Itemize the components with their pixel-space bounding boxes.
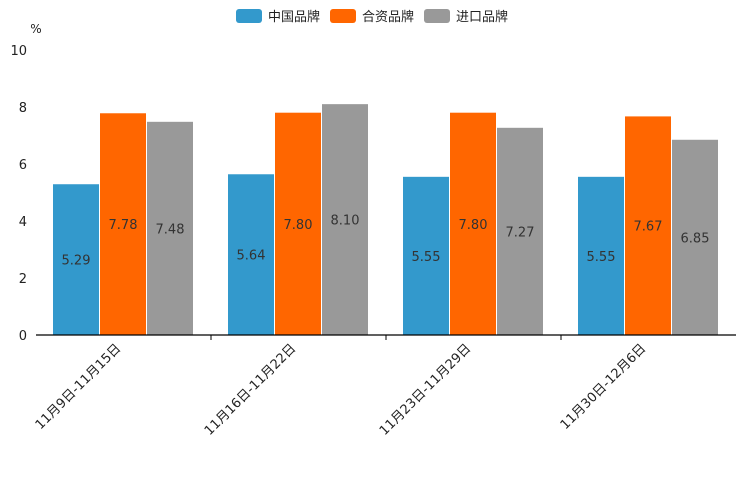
bar-value-label: 7.48 <box>156 222 185 237</box>
x-tick-label: 11月9日-11月15日 <box>33 341 125 433</box>
x-tick-label: 11月30日-12月6日 <box>558 341 650 433</box>
bar-value-label: 5.55 <box>587 250 616 265</box>
bar-value-label: 5.64 <box>237 249 266 264</box>
y-tick-label: 2 <box>19 272 27 287</box>
bar-value-label: 7.67 <box>634 220 663 235</box>
bar <box>53 184 99 335</box>
bar <box>403 176 449 335</box>
bar <box>672 139 718 335</box>
bar-value-label: 5.55 <box>412 250 441 265</box>
bar <box>450 112 496 335</box>
legend-item-import-brand[interactable]: 进口品牌 <box>424 6 508 25</box>
x-axis-ticks: 11月9日-11月15日 11月16日-11月22日 11月23日-11月29日 11… <box>33 335 650 439</box>
legend-label-joint-venture-brand: 合资品牌 <box>361 10 414 25</box>
legend-swatch-joint-venture-brand <box>329 8 356 23</box>
y-tick-label: 0 <box>19 329 27 344</box>
y-axis-unit-label: % <box>30 22 41 36</box>
bar <box>147 121 193 335</box>
chart-legend: 中国品牌 合资品牌 进口品牌 <box>0 6 744 25</box>
bar <box>275 112 321 335</box>
x-tick-label: 11月16日-11月22日 <box>202 341 299 438</box>
legend-label-china-brand: 中国品牌 <box>267 10 320 25</box>
legend-swatch-china-brand <box>235 8 262 23</box>
y-tick-label: 8 <box>19 101 27 116</box>
y-tick-label: 4 <box>19 215 27 230</box>
bar-value-label: 7.27 <box>506 225 535 240</box>
bar-value-label: 6.85 <box>681 231 710 246</box>
y-tick-label: 10 <box>10 44 27 59</box>
bar <box>322 104 368 336</box>
y-axis-ticks: 0 2 4 6 8 10 <box>10 44 27 344</box>
bar <box>100 113 146 336</box>
legend-item-joint-venture-brand[interactable]: 合资品牌 <box>329 6 414 25</box>
x-tick-label: 11月23日-11月29日 <box>377 341 474 438</box>
bar-value-label: 5.29 <box>62 254 91 269</box>
bar <box>497 127 543 336</box>
bar <box>578 176 624 335</box>
legend-label-import-brand: 进口品牌 <box>456 10 509 25</box>
legend-item-china-brand[interactable]: 中国品牌 <box>235 6 320 25</box>
bar-value-label: 7.80 <box>284 218 313 233</box>
y-tick-label: 6 <box>19 158 27 173</box>
data-labels: 5.29 7.78 7.48 5.64 7.80 8.10 5.55 7.80 7.27 5.55… <box>62 214 710 269</box>
bar-group <box>53 104 718 336</box>
bar-value-label: 7.78 <box>109 218 138 233</box>
bar <box>625 116 671 335</box>
legend-swatch-import-brand <box>424 8 450 23</box>
bar-value-label: 8.10 <box>331 214 360 229</box>
bar <box>228 174 274 335</box>
bar-value-label: 7.80 <box>459 218 488 233</box>
